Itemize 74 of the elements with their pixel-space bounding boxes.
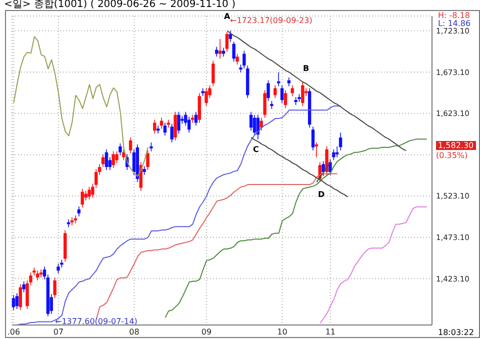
line-series <box>226 30 407 152</box>
text: H: -8.18 <box>438 11 470 20</box>
candlestick <box>115 150 118 164</box>
x-tick-label: 09 <box>201 328 212 337</box>
candlestick <box>212 60 215 87</box>
x-tick-label: .06 <box>7 328 20 337</box>
line-series <box>16 106 342 325</box>
annotation: A <box>224 12 230 21</box>
candlestick <box>242 50 246 69</box>
candlestick <box>228 30 232 42</box>
text: L: 14.86 <box>438 19 471 28</box>
candlestick <box>163 122 167 136</box>
candlestick <box>108 156 112 170</box>
line-series <box>250 136 348 198</box>
candlestick <box>77 206 81 217</box>
candlestick <box>128 137 132 154</box>
candlestick <box>236 53 239 65</box>
candlestick <box>332 148 336 161</box>
candlestick <box>12 294 16 310</box>
candlestick <box>266 80 270 102</box>
candlestick <box>280 84 284 104</box>
candlestick <box>118 143 122 156</box>
candlestick <box>101 154 105 168</box>
candlestick <box>132 148 136 176</box>
candlestick <box>104 148 108 170</box>
candlestick <box>284 90 288 108</box>
annotation: ←1723.17(09-09-23) <box>230 16 312 25</box>
annotation: ←1377.60(09-07-14) <box>55 317 138 326</box>
candlestick <box>22 280 26 293</box>
candlestick <box>170 123 174 143</box>
candlestick <box>153 119 156 134</box>
candlestick <box>198 92 201 124</box>
text: (0.35%) <box>436 151 468 160</box>
candlestick <box>15 292 19 310</box>
x-tick-label: 07 <box>53 328 64 337</box>
candlestick <box>252 114 256 136</box>
text: 1,582.30 <box>436 141 476 150</box>
text: 18:03:22 <box>438 328 474 337</box>
candlestick <box>177 111 180 134</box>
candlestick <box>146 150 150 170</box>
candlestick <box>174 111 177 141</box>
candlestick <box>80 188 84 208</box>
candlestick <box>156 125 160 134</box>
candlestick <box>301 80 304 106</box>
annotation: D <box>318 190 325 199</box>
candlestick <box>314 142 318 158</box>
x-tick-label: 08 <box>129 328 140 337</box>
candlestick <box>232 41 236 62</box>
candlestick <box>56 263 60 274</box>
candlestick <box>249 111 253 131</box>
x-tick-label: 11 <box>325 328 336 337</box>
candlestick <box>18 284 22 310</box>
line-series <box>164 138 428 318</box>
candlestick <box>325 146 328 176</box>
candlestick <box>39 269 43 278</box>
candlestick <box>225 32 229 52</box>
candlestick <box>215 46 218 58</box>
candlestick <box>187 116 191 133</box>
annotation: C <box>253 145 259 154</box>
candlestick <box>36 270 40 281</box>
candlestick <box>290 84 294 96</box>
candlestick <box>204 88 208 106</box>
x-tick-label: 10 <box>277 328 288 337</box>
candlestick <box>218 38 222 60</box>
candlestick <box>276 72 280 87</box>
candlestick <box>311 126 315 151</box>
candlestick <box>53 277 56 299</box>
annotation: B <box>303 64 310 73</box>
candlestick <box>84 190 88 201</box>
line-series <box>320 206 428 324</box>
candlestick <box>263 90 266 118</box>
candlestick <box>88 186 91 200</box>
candlestick <box>274 84 277 98</box>
candlestick <box>112 150 115 168</box>
